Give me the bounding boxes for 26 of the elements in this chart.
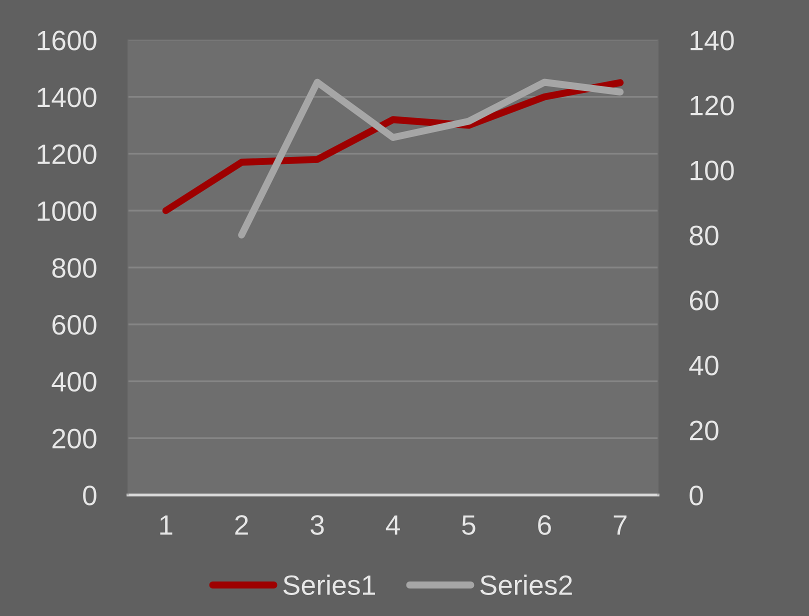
y-tick-label: 600 <box>52 315 96 335</box>
x-tick-label: 3 <box>310 515 324 535</box>
legend-label: Series1 <box>283 574 375 596</box>
y-tick-label: 1000 <box>38 201 96 221</box>
legend-label: Series2 <box>480 574 572 596</box>
y-tick-label: 800 <box>52 258 96 278</box>
x-tick-label: 5 <box>462 515 476 535</box>
y2-tick-label: 20 <box>690 420 718 440</box>
y2-tick-label: 100 <box>690 160 734 180</box>
y2-tick-label: 40 <box>689 356 718 376</box>
y2-tick-label: 140 <box>690 30 734 50</box>
y-tick-label: 1600 <box>38 30 96 50</box>
x-tick-label: 2 <box>235 515 248 535</box>
y-tick-label: 1200 <box>38 144 96 164</box>
y2-tick-label: 120 <box>690 96 734 116</box>
y2-tick-label: 60 <box>690 290 718 310</box>
y-tick-label: 400 <box>52 372 96 392</box>
y2-tick-label: 0 <box>690 486 703 506</box>
x-tick-label: 4 <box>386 515 400 535</box>
x-tick-label: 1 <box>160 515 172 535</box>
y2-tick-label: 80 <box>690 226 718 246</box>
x-tick-label: 6 <box>538 515 551 535</box>
y-tick-label: 1400 <box>38 88 96 108</box>
y-tick-label: 0 <box>83 486 96 506</box>
x-tick-label: 7 <box>614 515 626 535</box>
y-tick-label: 200 <box>52 428 96 448</box>
